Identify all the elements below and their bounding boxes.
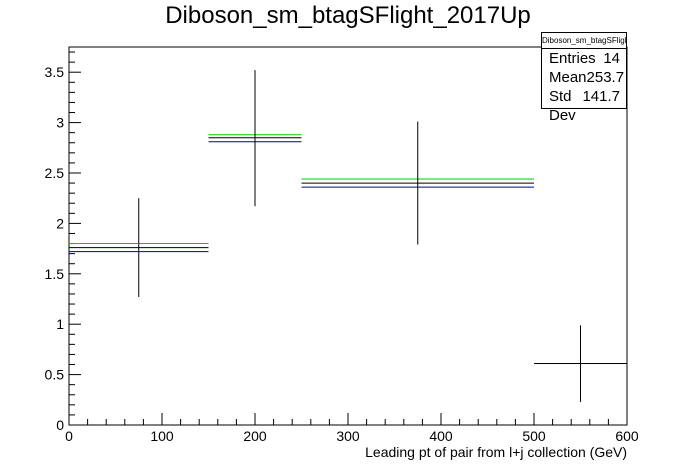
- stats-box-title: Diboson_sm_btagSFlight_2017Up: [542, 33, 626, 49]
- stats-row-mean: Mean 253.7: [542, 68, 626, 87]
- stats-value: 141.7: [582, 88, 620, 105]
- y-tick-label: 2: [56, 215, 64, 231]
- x-tick-label: 500: [522, 428, 546, 444]
- stats-value: 253.7: [586, 69, 625, 86]
- y-tick-label: 1: [56, 316, 64, 332]
- stats-label: Mean: [549, 69, 587, 86]
- chart-title: Diboson_sm_btagSFlight_2017Up: [165, 2, 531, 29]
- y-tick-label: 3: [56, 115, 64, 131]
- stats-row-std-dev: Std Dev 141.7: [542, 87, 626, 124]
- x-tick-label: 600: [615, 428, 639, 444]
- y-tick-label: 0: [56, 417, 64, 433]
- stats-value: 14: [603, 50, 620, 67]
- stats-label: Std Dev: [549, 88, 576, 124]
- stats-label: Entries: [549, 50, 596, 67]
- stats-row-entries: Entries 14: [542, 49, 626, 68]
- y-tick-label: 3.5: [45, 64, 65, 80]
- x-tick-label: 0: [65, 428, 73, 444]
- x-tick-label: 300: [336, 428, 360, 444]
- x-tick-label: 100: [150, 428, 174, 444]
- y-tick-label: 1.5: [45, 266, 65, 282]
- x-tick-label: 200: [243, 428, 267, 444]
- x-tick-label: 400: [429, 428, 453, 444]
- x-axis-label: Leading pt of pair from l+j collection (…: [365, 444, 627, 460]
- stats-box: Diboson_sm_btagSFlight_2017Up Entries 14…: [541, 32, 627, 124]
- y-tick-label: 0.5: [45, 367, 65, 383]
- y-tick-label: 2.5: [45, 165, 65, 181]
